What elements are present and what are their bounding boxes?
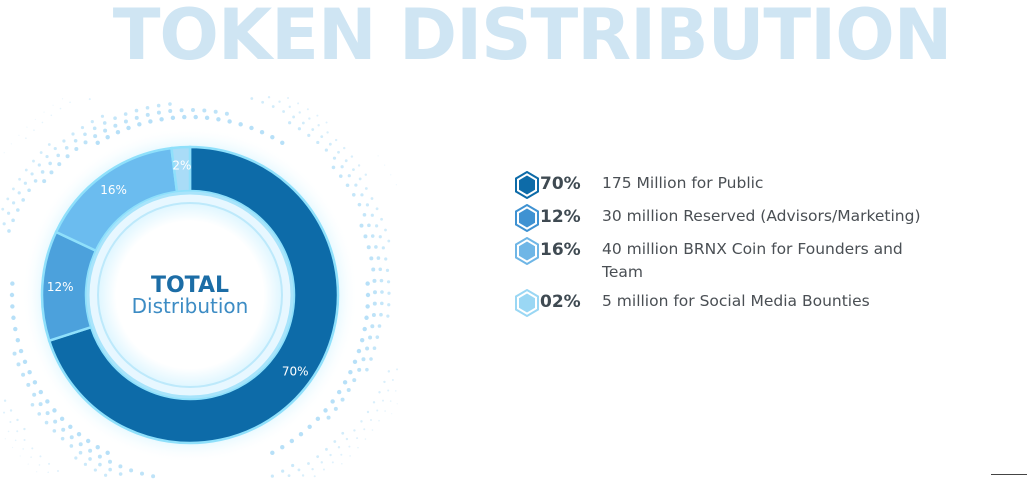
legend-description: 30 million Reserved (Advisors/Marketing) (602, 207, 921, 225)
legend-item-founders: 16% 40 million BRNX Coin for Founders an… (514, 237, 934, 284)
legend-percent: 16% (540, 240, 581, 260)
legend: 70% 175 Million for Public 12% 30 millio… (514, 171, 934, 323)
decorative-dots (1, 96, 399, 479)
legend-percent: 02% (540, 292, 581, 312)
donut-slice-0 (47, 145, 340, 445)
hexagon-icon (515, 289, 539, 317)
slice-label-0: 70% (282, 364, 309, 378)
donut-slice-3 (170, 145, 192, 194)
slice-label-3: 2% (172, 158, 191, 172)
slices-group (40, 145, 340, 445)
hexagon-icon (515, 171, 539, 199)
page-title: TOKEN DISTRIBUTION (112, 0, 953, 76)
slice-label-1: 12% (47, 280, 74, 294)
center-label-distribution: Distribution (132, 294, 249, 318)
hexagon-icon (515, 204, 539, 232)
legend-description: 175 Million for Public (602, 174, 764, 192)
legend-item-bounties: 02% 5 million for Social Media Bounties (514, 289, 934, 317)
hexagon-icon (515, 237, 539, 265)
legend-percent: 70% (540, 174, 581, 194)
legend-description: 5 million for Social Media Bounties (602, 292, 870, 310)
corner-divider (991, 474, 1027, 475)
slice-label-2: 16% (100, 183, 127, 197)
legend-item-public: 70% 175 Million for Public (514, 171, 934, 199)
legend-item-reserved: 12% 30 million Reserved (Advisors/Market… (514, 204, 934, 232)
slice-labels: 70% 12% 16% 2% (47, 158, 309, 378)
legend-percent: 12% (540, 207, 581, 227)
legend-description: 40 million BRNX Coin for Founders and Te… (602, 240, 903, 281)
center-label-total: TOTAL (151, 273, 229, 298)
donut-chart-svg: TOTAL Distribution 70% 12% 16% 2% (1, 96, 399, 479)
center-disc (97, 202, 283, 388)
donut-chart: TOTAL Distribution 70% 12% 16% 2% (0, 95, 400, 479)
